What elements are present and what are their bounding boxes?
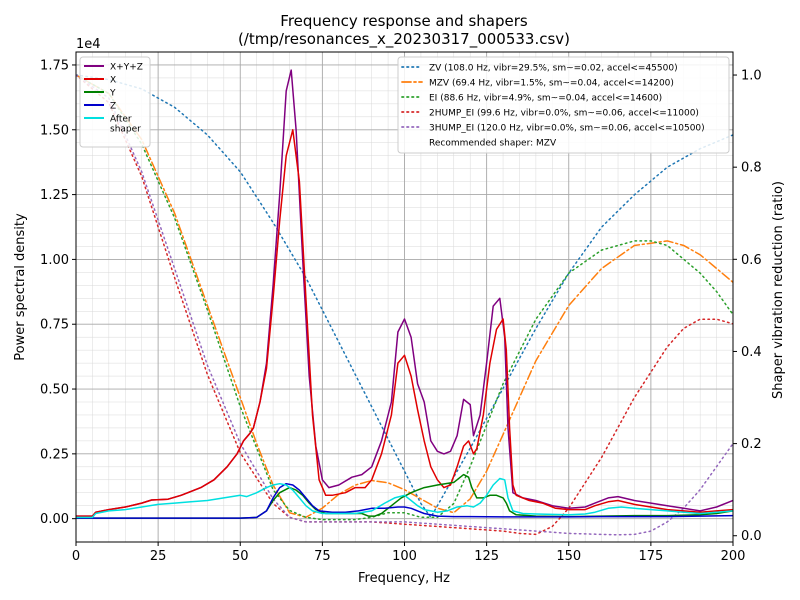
chart-title: Frequency response and shapers xyxy=(280,12,528,30)
x-tick-label: 75 xyxy=(314,549,331,564)
y-axis-label: Power spectral density xyxy=(13,213,28,361)
psd-line-2 xyxy=(76,473,733,519)
legend-shaper-label: 2HUMP_EI (99.6 Hz, vibr=0.0%, sm~=0.06, … xyxy=(429,109,699,119)
x-tick-label: 50 xyxy=(232,549,249,564)
x-axis-label: Frequency, Hz xyxy=(358,571,450,586)
legend-psd-label: Y xyxy=(109,89,116,99)
y2-tick-label: 0.2 xyxy=(741,437,762,452)
legend-psd-label: shaper xyxy=(110,125,141,135)
y-tick-label: 1.00 xyxy=(40,253,69,268)
x-tick-label: 150 xyxy=(556,549,581,564)
y-multiplier: 1e4 xyxy=(76,37,101,52)
y2-tick-label: 1.0 xyxy=(741,69,762,84)
shaper-line-2 xyxy=(76,74,733,521)
shaper-line-0 xyxy=(76,74,733,519)
legend-shaper-label: 3HUMP_EI (120.0 Hz, vibr=0.0%, sm~=0.06,… xyxy=(429,124,705,134)
psd-line-3 xyxy=(76,482,733,519)
legend-recommended: Recommended shaper: MZV xyxy=(429,139,557,149)
x-tick-label: 100 xyxy=(392,549,417,564)
psd-line-4 xyxy=(76,477,733,519)
y-tick-label: 0.25 xyxy=(40,447,69,462)
y-tick-label: 0.75 xyxy=(40,318,69,333)
y-tick-label: 1.75 xyxy=(40,58,69,73)
x-tick-label: 200 xyxy=(721,549,746,564)
psd-line-1 xyxy=(76,129,733,517)
legend-psd-label: X+Y+Z xyxy=(110,63,143,73)
x-tick-label: 125 xyxy=(474,549,499,564)
data-lines xyxy=(76,69,733,536)
shaper-line-1 xyxy=(76,74,733,519)
y-ticks: 0.00 0.25 0.50 0.75 1.00 1.25 1.50 1.75 xyxy=(40,58,76,527)
y2-ticks: 0.0 0.2 0.4 0.6 0.8 1.0 xyxy=(733,69,762,544)
chart-subtitle: (/tmp/resonances_x_20230317_000533.csv) xyxy=(238,30,570,49)
x-tick-label: 0 xyxy=(72,549,80,564)
y-tick-label: 0.00 xyxy=(40,512,69,527)
y2-tick-label: 0.6 xyxy=(741,253,762,268)
y-tick-label: 1.25 xyxy=(40,188,69,203)
legend-shaper-label: MZV (69.4 Hz, vibr=1.5%, sm~=0.04, accel… xyxy=(429,79,674,89)
x-ticks: 0 25 50 75 100 125 150 175 200 xyxy=(72,542,746,564)
legend-shaper-label: ZV (108.0 Hz, vibr=29.5%, sm~=0.02, acce… xyxy=(429,64,678,74)
y2-axis-label: Shaper vibration reduction (ratio) xyxy=(771,181,786,399)
x-tick-label: 25 xyxy=(150,549,167,564)
legend-psd-label: After xyxy=(110,115,132,125)
shaper-line-4 xyxy=(76,74,733,536)
x-tick-label: 175 xyxy=(638,549,663,564)
y-tick-label: 1.50 xyxy=(40,123,69,138)
legend-psd-label: Z xyxy=(110,102,116,112)
legend-shapers: ZV (108.0 Hz, vibr=29.5%, sm~=0.02, acce… xyxy=(397,56,730,154)
legend-psd-label: X xyxy=(110,76,116,86)
y-tick-label: 0.50 xyxy=(40,383,69,398)
legend-shapers-frame xyxy=(397,56,730,154)
y2-tick-label: 0.4 xyxy=(741,345,762,360)
legend-shaper-label: EI (88.6 Hz, vibr=4.9%, sm~=0.04, accel<… xyxy=(429,94,662,104)
shaper-line-3 xyxy=(76,74,733,536)
y2-tick-label: 0.0 xyxy=(741,529,762,544)
y2-tick-label: 0.8 xyxy=(741,161,762,176)
